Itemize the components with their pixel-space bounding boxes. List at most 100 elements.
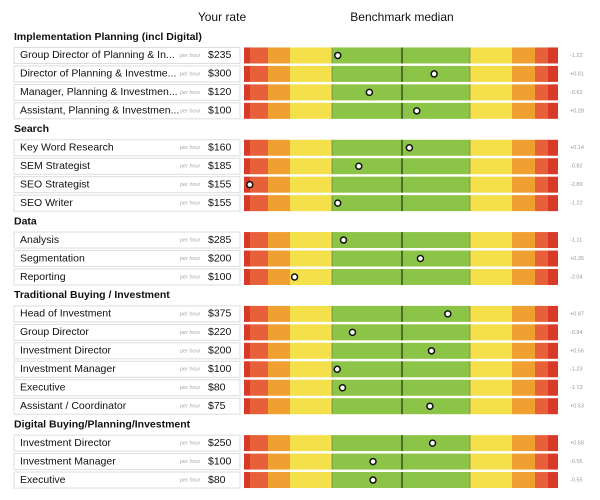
band <box>535 232 548 249</box>
band <box>332 472 470 489</box>
band <box>290 324 332 341</box>
band <box>512 139 535 156</box>
section-title: Implementation Planning (incl Digital) <box>14 31 202 43</box>
band <box>268 342 290 359</box>
role: SEO Writer <box>20 197 73 209</box>
row-box <box>13 342 241 360</box>
band <box>244 232 250 249</box>
row-box <box>13 434 241 452</box>
band <box>535 195 548 212</box>
rate: $100 <box>208 105 232 117</box>
band <box>250 176 268 193</box>
row-box <box>13 453 241 471</box>
row-box <box>13 323 241 341</box>
band <box>250 139 268 156</box>
band <box>268 195 290 212</box>
score-label: +0.35 <box>570 256 584 262</box>
band <box>470 84 512 101</box>
rate-marker <box>290 273 299 281</box>
row-box <box>13 46 241 64</box>
rate-header: Your rate <box>198 10 247 24</box>
row-box <box>13 65 241 83</box>
band <box>268 47 290 64</box>
band <box>535 65 548 82</box>
unit: per hour <box>179 53 202 59</box>
band <box>470 195 512 212</box>
band <box>268 84 290 101</box>
band <box>470 47 512 64</box>
score-label: +0.87 <box>570 311 584 317</box>
band <box>535 47 548 64</box>
score-label: -0.82 <box>570 164 583 170</box>
band <box>244 102 250 119</box>
band <box>250 342 268 359</box>
band <box>250 195 268 212</box>
band <box>290 84 332 101</box>
role: SEO Strategist <box>20 178 90 190</box>
rate-marker <box>338 383 347 392</box>
band <box>244 435 250 452</box>
row-box <box>13 305 241 323</box>
unit: per hour <box>179 238 202 244</box>
band <box>250 379 268 396</box>
band <box>535 435 548 452</box>
unit: per hour <box>179 145 202 151</box>
unit: per hour <box>179 90 202 96</box>
band <box>470 361 512 378</box>
band <box>332 453 470 470</box>
band <box>470 232 512 249</box>
band <box>512 250 535 267</box>
rate-marker <box>405 144 414 152</box>
rate: $200 <box>208 252 232 264</box>
band <box>268 139 290 156</box>
band <box>244 472 250 489</box>
band <box>470 398 512 415</box>
band <box>290 158 332 175</box>
band <box>244 305 250 322</box>
band <box>512 342 535 359</box>
section-title: Search <box>14 123 49 135</box>
band <box>250 102 268 119</box>
unit: per hour <box>179 385 202 391</box>
band <box>290 195 332 212</box>
band <box>250 232 268 249</box>
score-label: +0.58 <box>570 441 584 447</box>
band <box>250 453 268 470</box>
band <box>512 47 535 64</box>
band <box>470 324 512 341</box>
score-label: +0.14 <box>570 145 584 151</box>
band <box>250 158 268 175</box>
band <box>512 102 535 119</box>
band <box>250 47 268 64</box>
band <box>332 65 470 82</box>
role: SEM Strategist <box>20 160 90 172</box>
band <box>268 305 290 322</box>
band <box>548 176 558 193</box>
section-title: Traditional Buying / Investment <box>14 289 170 301</box>
score-label: -0.55 <box>570 459 583 465</box>
band <box>290 47 332 64</box>
band <box>290 102 332 119</box>
row-box <box>13 157 241 175</box>
band <box>548 361 558 378</box>
rate: $185 <box>208 160 232 172</box>
band <box>268 453 290 470</box>
section-title: Digital Buying/Planning/Investment <box>14 418 191 430</box>
band <box>535 342 548 359</box>
band <box>512 324 535 341</box>
row-box <box>13 139 241 157</box>
band <box>244 268 250 285</box>
band <box>512 232 535 249</box>
band <box>470 158 512 175</box>
band <box>512 84 535 101</box>
band <box>332 268 470 285</box>
unit: per hour <box>179 256 202 262</box>
band <box>548 195 558 212</box>
rate: $250 <box>208 437 232 449</box>
band <box>548 379 558 396</box>
role: Investment Director <box>20 437 112 449</box>
band <box>290 398 332 415</box>
rate-marker <box>333 365 341 374</box>
band <box>512 65 535 82</box>
